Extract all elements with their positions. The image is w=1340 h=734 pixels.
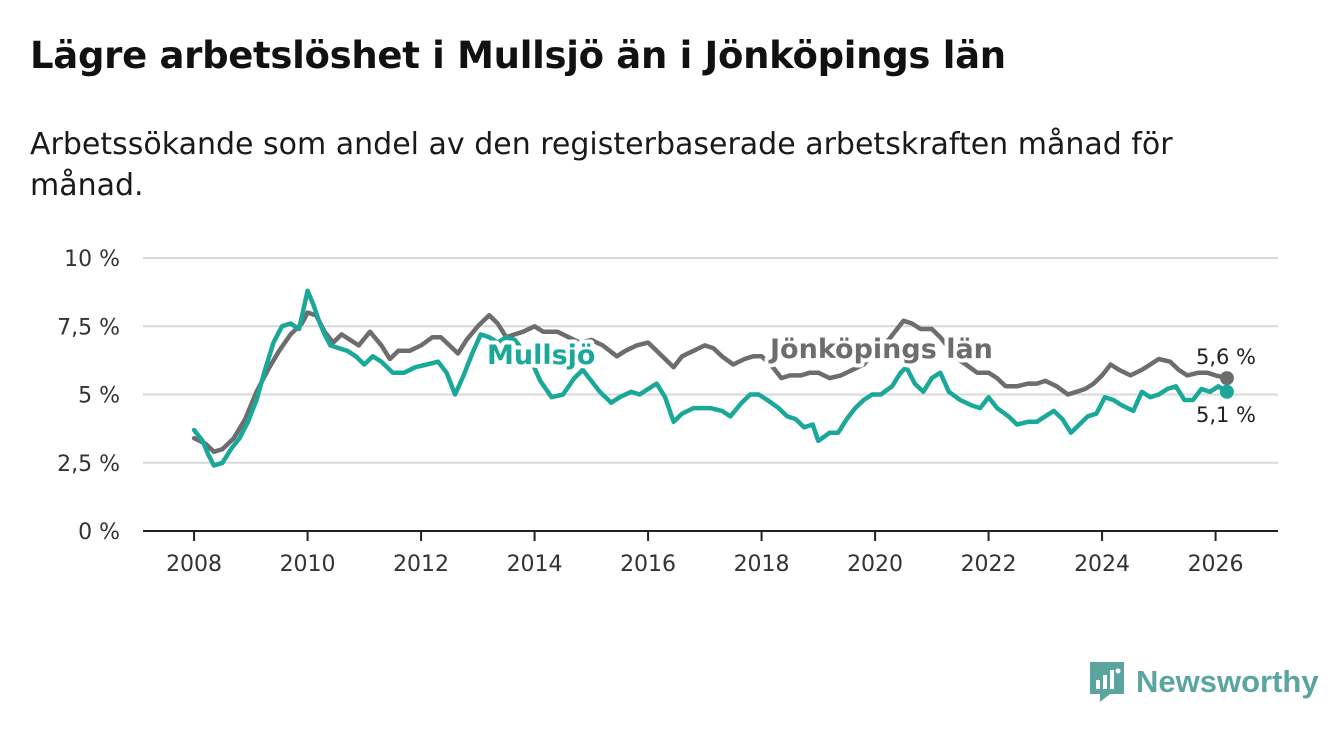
y-tick-label: 7,5 % — [57, 315, 120, 340]
x-tick-label: 2024 — [1074, 552, 1130, 577]
x-tick-label: 2014 — [507, 552, 563, 577]
x-tick-label: 2012 — [393, 552, 449, 577]
brand-name: Newsworthy — [1136, 664, 1319, 699]
end-value-label-jonkopings-lan: 5,6 % — [1196, 345, 1256, 369]
x-tick-label: 2010 — [280, 552, 336, 577]
series-labels: Jönköpings län Mullsjö 5,6 % 5,1 % — [483, 330, 1259, 429]
newsworthy-logo-icon — [1090, 662, 1124, 702]
series-end-point — [1219, 371, 1234, 386]
x-tick-label: 2020 — [847, 552, 903, 577]
x-tick-label: 2022 — [961, 552, 1017, 577]
series-end-point — [1219, 384, 1234, 399]
x-tick-label: 2008 — [166, 552, 222, 577]
chart-subtitle: Arbetssökande som andel av den registerb… — [30, 127, 1173, 203]
x-tick-label: 2018 — [734, 552, 790, 577]
y-tick-label: 5 % — [78, 384, 120, 409]
y-tick-label: 0 % — [78, 520, 120, 545]
end-value-label-mullsjo: 5,1 % — [1196, 403, 1256, 427]
series-label-mullsjo: Mullsjö — [487, 340, 595, 371]
series-line-mullsjo — [191, 288, 1230, 468]
newsworthy-logo: Newsworthy — [1088, 660, 1319, 704]
y-tick-label: 10 % — [64, 247, 120, 272]
y-tick-label: 2,5 % — [57, 452, 120, 477]
series-lines — [191, 288, 1234, 468]
series-line-jonkopings-lan — [191, 310, 1230, 455]
grid-lines — [143, 257, 1278, 464]
series-label-jonkopings-lan: Jönköpings län — [768, 334, 993, 365]
x-tick-label: 2016 — [620, 552, 676, 577]
chart-title: Lägre arbetslöshet i Mullsjö än i Jönköp… — [30, 34, 1006, 77]
x-tick-label: 2026 — [1188, 552, 1244, 577]
axes: 0 % 2,5 % 5 % 7,5 % 10 % 2008 2010 2012 2014 2016… — [57, 247, 1278, 577]
